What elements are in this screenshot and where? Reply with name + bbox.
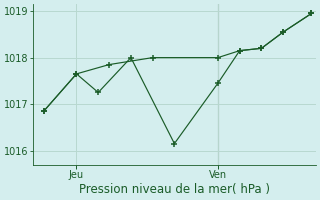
- X-axis label: Pression niveau de la mer( hPa ): Pression niveau de la mer( hPa ): [79, 183, 270, 196]
